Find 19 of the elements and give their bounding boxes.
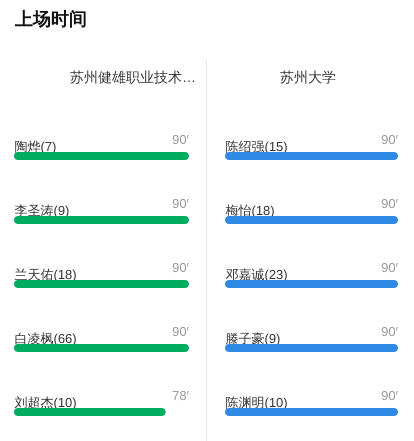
data-label: 90′ [381, 132, 399, 147]
y-tick-label: 兰天佑(18) [14, 267, 77, 282]
chart-subtitle: 苏州健雄职业技术… [70, 69, 196, 85]
y-tick-label: 邓嘉诚(23) [226, 267, 288, 282]
data-label: 78′ [172, 388, 190, 403]
data-label: 90′ [381, 260, 399, 275]
data-label: 90′ [381, 388, 399, 403]
y-tick-label: 白凌枫(66) [14, 331, 77, 346]
data-label: 90′ [172, 196, 190, 211]
y-tick-label: 陈渊明(10) [226, 395, 288, 410]
data-label: 90′ [172, 324, 190, 339]
data-label: 90′ [381, 324, 399, 339]
chart-title: 上场时间 [14, 9, 87, 29]
data-label: 90′ [381, 196, 399, 211]
y-tick-label: 梅怡(18) [224, 203, 275, 218]
y-tick-label: 陈绍强(15) [226, 139, 288, 154]
chart-subtitle: 苏州大学 [280, 69, 336, 85]
data-label: 90′ [172, 260, 190, 275]
data-label: 90′ [172, 132, 190, 147]
